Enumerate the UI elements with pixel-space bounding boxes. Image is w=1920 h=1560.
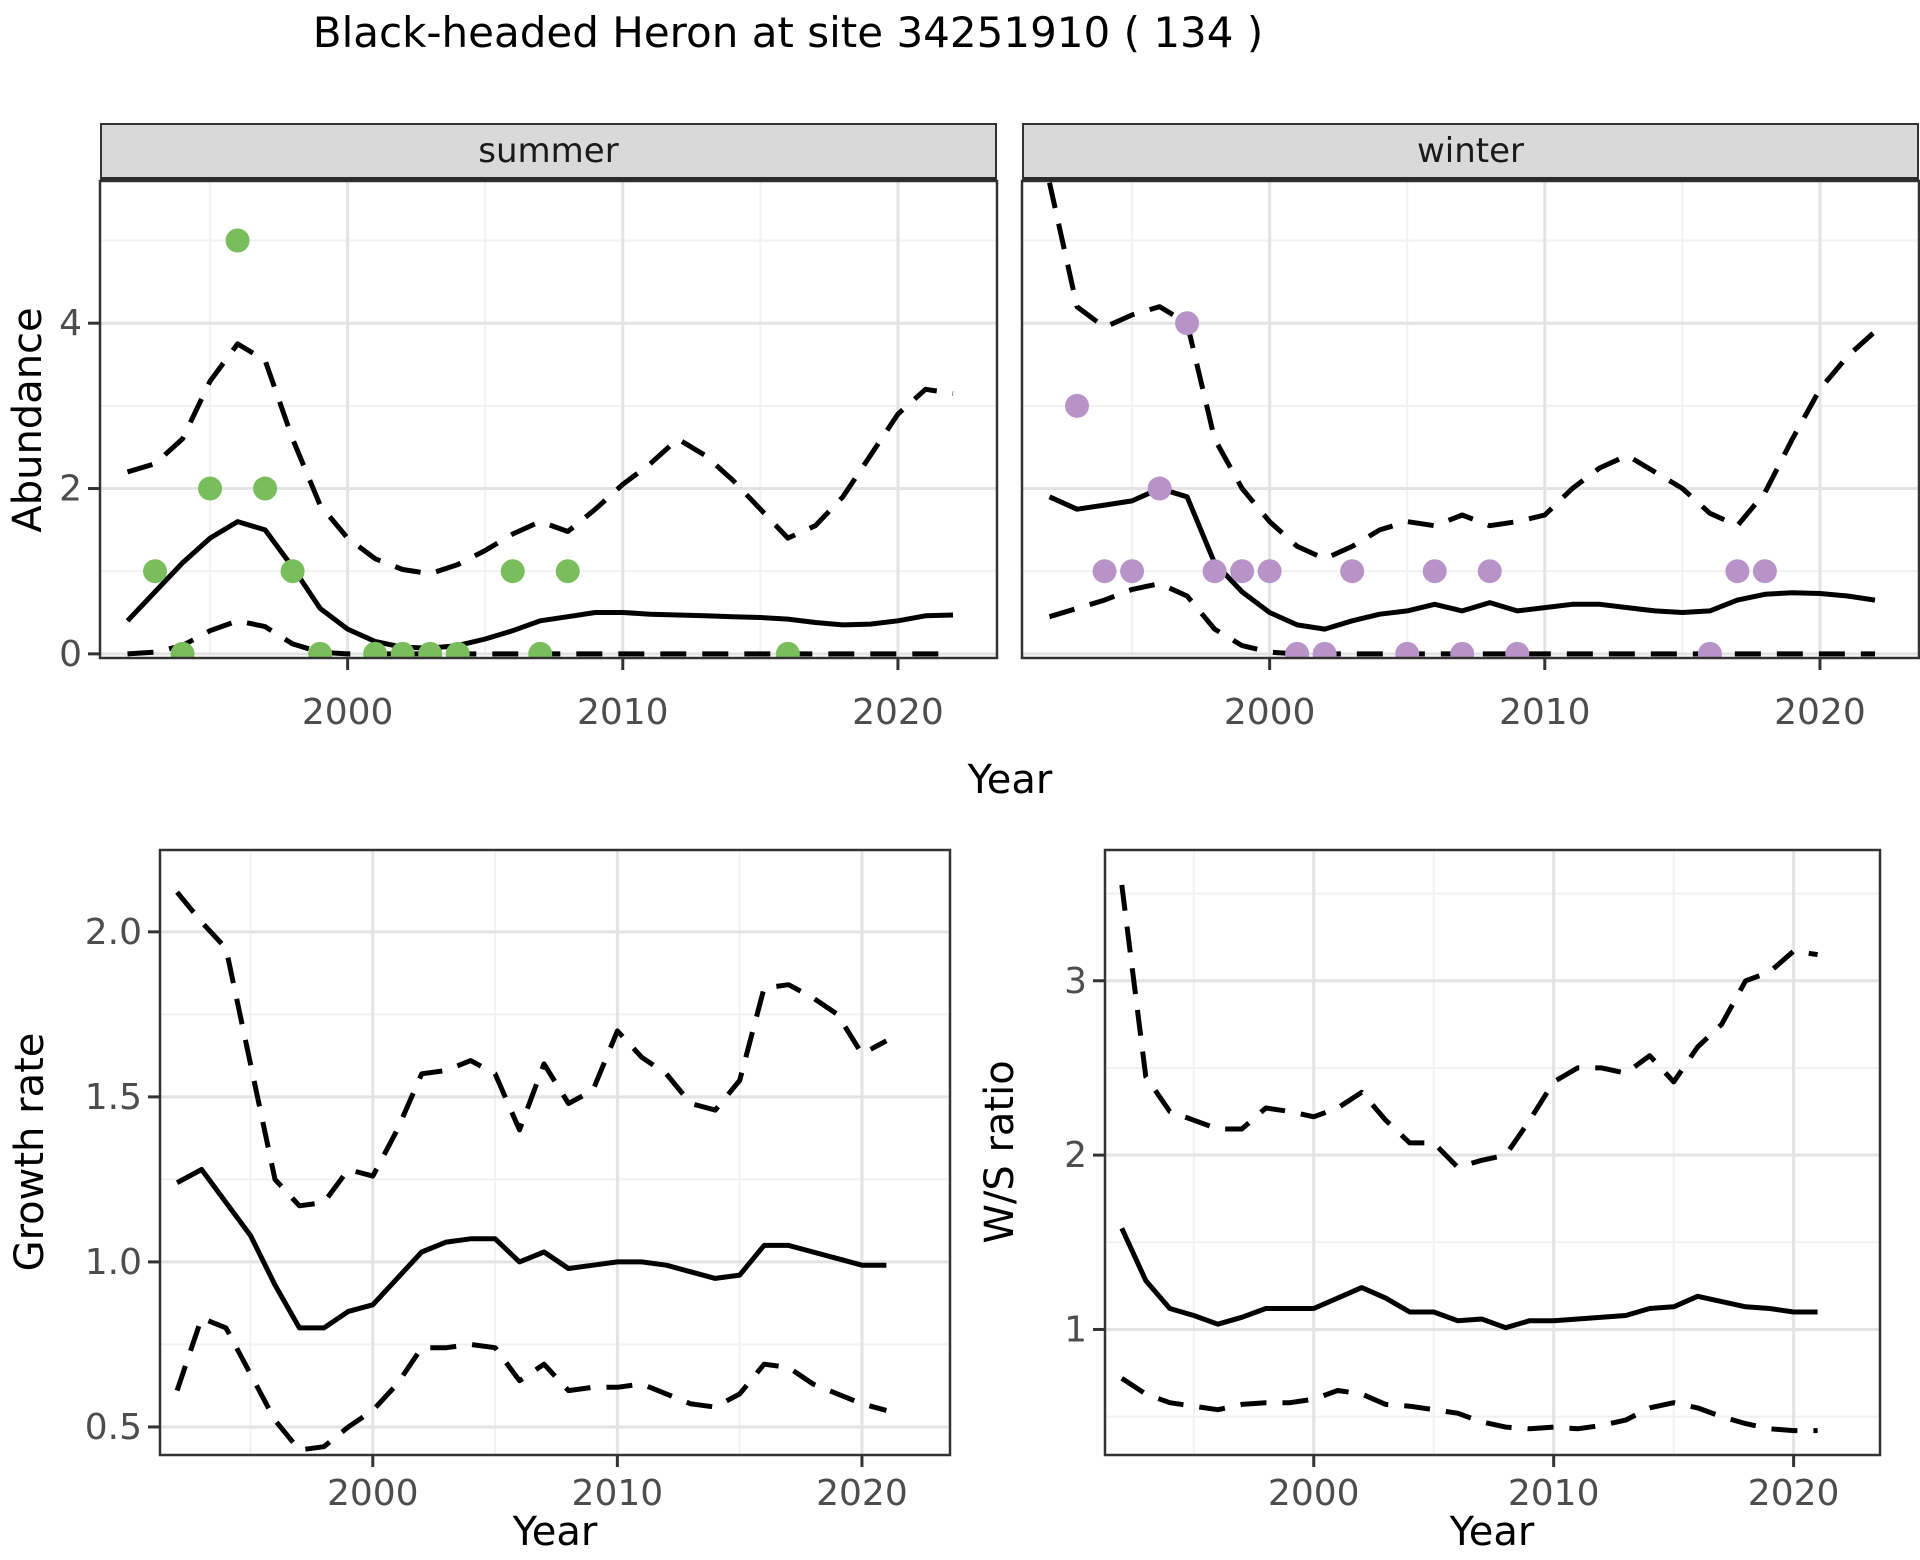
facet-strip-summer: summer <box>100 123 997 181</box>
series-group <box>1047 182 1877 658</box>
data-point <box>1725 559 1750 584</box>
y-tick-label: 2.0 <box>85 912 142 953</box>
y-tick-label: 1.5 <box>85 1077 142 1118</box>
y-tick-label: 0.5 <box>85 1407 142 1448</box>
panel-background <box>160 850 950 1455</box>
x-tick-label: 2000 <box>1268 1473 1360 1514</box>
x-tick-label: 2000 <box>1224 692 1316 733</box>
data-point <box>1092 559 1117 584</box>
facet-strip-winter: winter <box>1022 123 1919 181</box>
data-point <box>555 559 580 584</box>
y-tick-label: 3 <box>1064 961 1087 1002</box>
growth-year-axis-title: Year <box>512 1509 598 1555</box>
chart-abundance-summer: 2000 2010 2020 0 2 4 <box>59 179 999 733</box>
chart-ws-ratio: 2000 2010 2020 1 2 3 <box>1064 848 1882 1514</box>
data-point <box>1312 641 1337 658</box>
data-point <box>445 641 470 658</box>
data-point <box>225 228 250 253</box>
data-point <box>253 476 278 501</box>
data-point <box>775 641 800 658</box>
data-point <box>1422 559 1447 584</box>
facet-strip-winter-label: winter <box>1416 131 1525 171</box>
x-tick-label: 2000 <box>327 1473 419 1514</box>
y-tick-label: 4 <box>59 303 82 344</box>
data-point <box>1395 641 1420 658</box>
data-point <box>1752 559 1777 584</box>
panel-border <box>1103 848 1882 1457</box>
data-point <box>198 476 223 501</box>
x-tick-label: 2020 <box>1748 1473 1840 1514</box>
abundance-axis-title: Abundance <box>5 307 51 533</box>
growth-rate-axis-title: Growth rate <box>7 1032 53 1272</box>
upper-ci-line <box>126 341 954 577</box>
panel-background <box>1022 181 1919 658</box>
top-year-axis-title: Year <box>967 757 1053 803</box>
chart-growth-rate: 2000 2010 2020 0.5 1.0 1.5 2.0 <box>85 848 952 1514</box>
data-point <box>143 559 168 584</box>
data-point <box>500 559 525 584</box>
data-point <box>528 641 553 658</box>
chart-abundance-winter: 2000 2010 2020 <box>1020 179 1920 733</box>
data-point <box>1477 559 1502 584</box>
data-point <box>390 641 415 658</box>
panel-border <box>158 848 952 1457</box>
data-point <box>1505 641 1530 658</box>
y-tick-label: 1.0 <box>85 1242 142 1283</box>
lower-ci-line <box>174 1315 888 1453</box>
series-group <box>174 890 888 1453</box>
data-point <box>1202 559 1227 584</box>
median-line <box>125 519 954 651</box>
upper-ci-line <box>1119 884 1818 1170</box>
y-tick-label: 2 <box>1064 1135 1087 1176</box>
data-point <box>1450 641 1475 658</box>
data-point <box>1257 559 1282 584</box>
data-point <box>363 641 388 658</box>
upper-ci-line <box>175 890 888 1209</box>
x-tick-label: 2010 <box>1508 1473 1600 1514</box>
data-point <box>280 559 305 584</box>
x-tick-label: 2010 <box>1499 692 1591 733</box>
x-tick-label: 2010 <box>572 1473 664 1514</box>
page-title: Black-headed Heron at site 34251910 ( 13… <box>312 8 1264 57</box>
data-point <box>170 641 195 658</box>
data-point <box>418 641 443 658</box>
panel-border <box>1020 179 1920 660</box>
data-point <box>1340 559 1365 584</box>
median-line <box>175 1167 887 1331</box>
data-point <box>1120 559 1145 584</box>
ws-year-axis-title: Year <box>1449 1509 1535 1555</box>
series-group <box>1119 884 1818 1434</box>
median-line <box>1048 486 1876 632</box>
y-tick-label: 1 <box>1064 1309 1087 1350</box>
x-tick-label: 2020 <box>816 1473 908 1514</box>
data-point <box>1065 393 1090 418</box>
panel-background <box>100 181 997 658</box>
lower-ci-line <box>1120 1376 1818 1434</box>
ws-ratio-axis-title: W/S ratio <box>977 1060 1023 1244</box>
data-point <box>1147 476 1172 501</box>
x-tick-label: 2020 <box>852 692 944 733</box>
data-point <box>308 641 333 658</box>
x-tick-label: 2020 <box>1774 692 1866 733</box>
x-tick-label: 2010 <box>577 692 669 733</box>
data-point <box>1285 641 1310 658</box>
facet-strip-summer-label: summer <box>478 131 619 171</box>
series-group <box>125 228 954 658</box>
data-point <box>1175 311 1200 336</box>
data-point <box>1697 641 1722 658</box>
y-tick-label: 0 <box>59 634 82 675</box>
panel-border <box>98 179 999 660</box>
x-tick-label: 2000 <box>302 692 394 733</box>
median-line <box>1119 1227 1818 1331</box>
y-tick-label: 2 <box>59 469 82 510</box>
data-point <box>1230 559 1255 584</box>
panel-background <box>1105 850 1880 1455</box>
